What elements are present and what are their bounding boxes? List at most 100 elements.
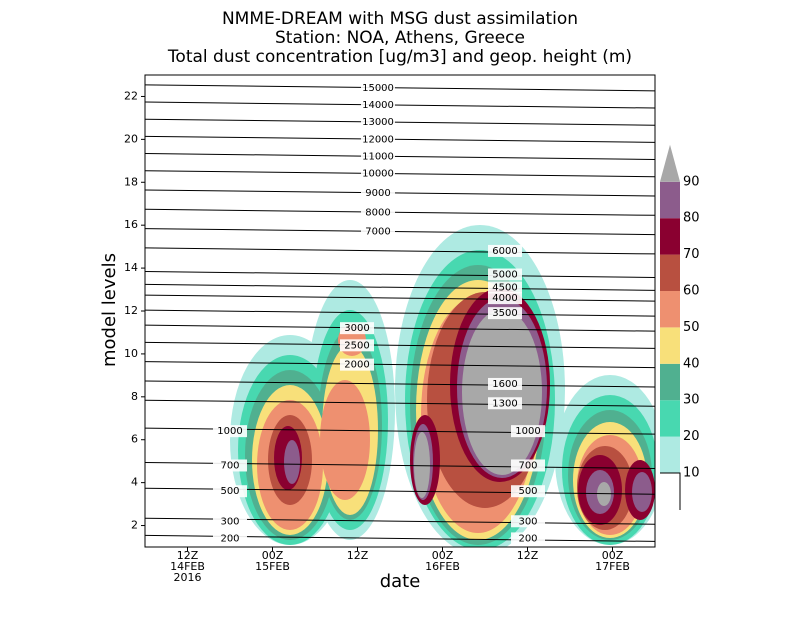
contour-label-bg (511, 459, 545, 472)
contour-label: 1000 (515, 426, 540, 437)
contour-label-bg (488, 377, 522, 390)
contour-label: 12000 (362, 134, 394, 145)
colorbar-label: 90 (683, 174, 700, 189)
contour-label-bg (213, 485, 247, 498)
x-tick-label: 12Z (177, 549, 199, 562)
contour-label-bg (361, 99, 395, 112)
contour-label: 9000 (365, 188, 390, 199)
contour-label-bg (511, 515, 545, 528)
colorbar-band (660, 181, 680, 219)
contour-label: 700 (518, 460, 537, 471)
contour-label: 4500 (492, 282, 517, 293)
title-line: Total dust concentration [ug/m3] and geo… (167, 47, 632, 67)
colorbar-band (660, 218, 680, 255)
height-contour (145, 101, 655, 109)
contour-label-bg (488, 292, 522, 305)
height-contour (145, 118, 655, 126)
contour-label: 300 (518, 516, 537, 527)
contour-label-bg (361, 133, 395, 146)
y-tick-label: 20 (124, 132, 138, 145)
dust-region (462, 309, 542, 475)
contour-label-bg (511, 485, 545, 498)
colorbar-label: 60 (683, 284, 700, 299)
colorbar-band (660, 327, 680, 364)
contour-label-bg (511, 532, 545, 545)
x-tick-label: 14FEB (170, 560, 205, 573)
colorbar-band (660, 291, 680, 328)
contour-label-bg (361, 167, 395, 180)
contour-label: 2000 (344, 360, 369, 371)
colorbar-label: 70 (683, 247, 700, 262)
colorbar-label: 40 (683, 356, 700, 371)
contour-label-bg (488, 281, 522, 294)
y-tick-label: 22 (124, 89, 138, 102)
title-line: NMME-DREAM with MSG dust assimilation (222, 9, 578, 29)
height-contour (145, 309, 655, 317)
height-contour (145, 380, 655, 388)
colorbar-label: 10 (683, 466, 700, 481)
contour-label: 4000 (492, 293, 517, 304)
height-contour (145, 208, 655, 216)
contour-label-bg (488, 397, 522, 410)
colorbar-label: 50 (683, 320, 700, 335)
height-contour (145, 170, 655, 178)
dust-region (320, 380, 370, 500)
height-contour (145, 228, 655, 236)
x-tick-label: 2016 (174, 571, 202, 584)
contour-label: 11000 (362, 152, 394, 163)
y-axis-label: model levels (99, 253, 120, 367)
colorbar-label: 30 (683, 393, 700, 408)
contour-label: 13000 (362, 117, 394, 128)
colorbar-lower-extension (660, 472, 681, 510)
x-tick-label: 15FEB (255, 560, 290, 573)
contour-label: 15000 (362, 83, 394, 94)
contour-label-bg (361, 225, 395, 238)
contour-label-bg (361, 206, 395, 219)
x-tick-label: 00Z (602, 549, 624, 562)
contour-label: 500 (518, 486, 537, 497)
height-contour (145, 135, 655, 143)
height-contours: 15000 14000 13000 12000 11000 10000 9000 8000 70… (145, 81, 655, 545)
contour-label-bg (488, 268, 522, 281)
contour-label: 200 (518, 533, 537, 544)
height-contour (145, 189, 655, 197)
y-tick-label: 8 (131, 390, 138, 403)
colorbar-band (660, 363, 680, 401)
contour-label: 1300 (492, 398, 517, 409)
colorbar-label: 80 (683, 211, 700, 226)
contour-label-bg (213, 459, 247, 472)
axes: 10203040506070809024681012141618202212Z1… (124, 74, 700, 584)
height-contour (145, 84, 655, 92)
dust-region (284, 440, 300, 484)
contour-label-bg (511, 425, 545, 438)
x-tick-label: 00Z (262, 549, 284, 562)
contour-label-bg (213, 532, 247, 545)
contour-label-bg (340, 322, 374, 335)
colorbar-band (660, 436, 680, 473)
contour-label-bg (361, 116, 395, 129)
height-contour (145, 283, 655, 291)
dust-fills (230, 225, 655, 547)
contour-label: 10000 (362, 169, 394, 180)
contour-label: 200 (220, 533, 239, 544)
x-tick-label: 00Z (432, 549, 454, 562)
height-contour (145, 361, 655, 369)
contour-label: 1000 (217, 426, 242, 437)
y-tick-label: 16 (124, 218, 138, 231)
contour-label-bg (340, 339, 374, 352)
contour-label-bg (488, 307, 522, 320)
colorbar-label: 20 (683, 429, 700, 444)
x-tick-label: 12Z (347, 549, 369, 562)
colorbar-band (660, 254, 680, 291)
contour-label: 5000 (492, 270, 517, 281)
contour-label: 3500 (492, 308, 517, 319)
title-line: Station: NOA, Athens, Greece (275, 28, 525, 48)
contour-label-bg (213, 515, 247, 528)
x-axis-label: date (380, 571, 421, 592)
contour-label-bg (361, 187, 395, 199)
contour-label-bg (361, 81, 395, 94)
y-tick-label: 4 (131, 476, 138, 489)
x-tick-label: 16FEB (425, 560, 460, 573)
contour-label: 1600 (492, 379, 517, 390)
